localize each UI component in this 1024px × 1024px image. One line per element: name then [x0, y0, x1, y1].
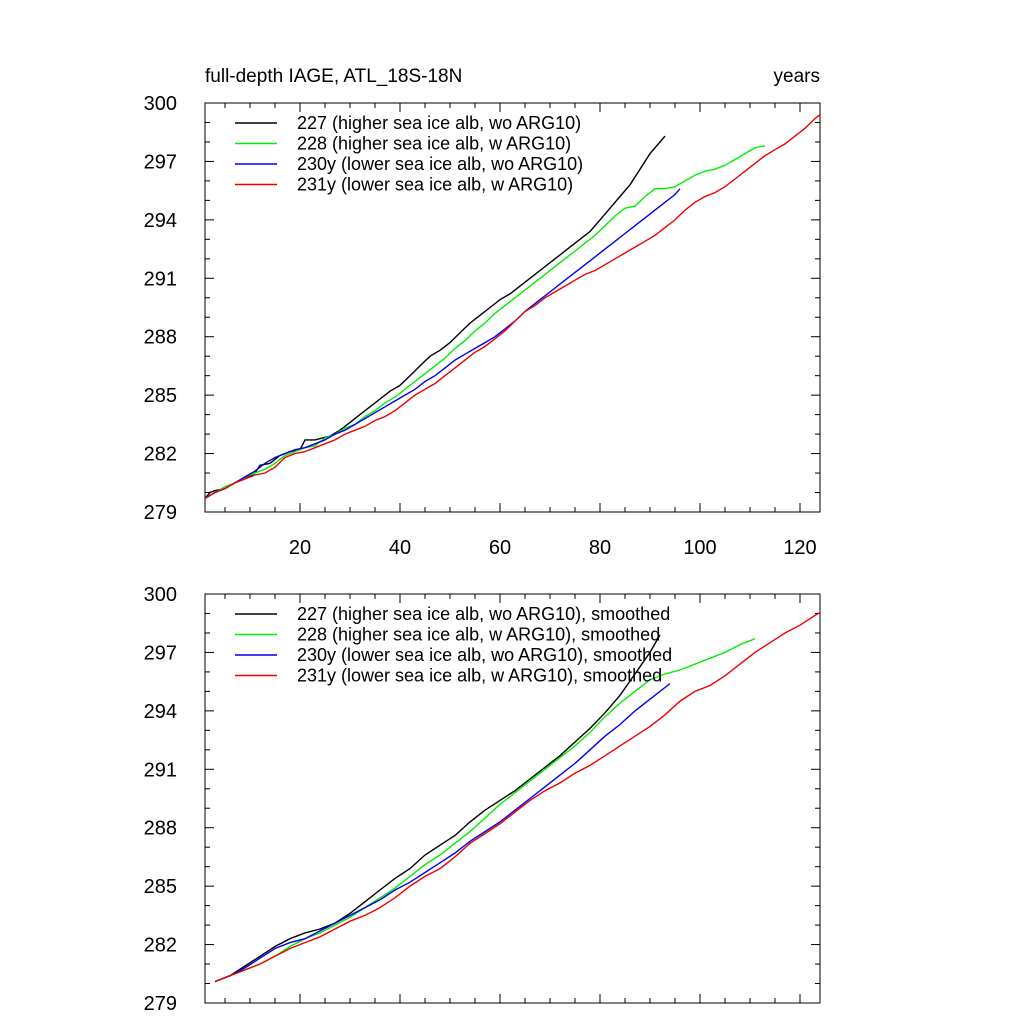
x-tick-label: 120: [783, 537, 816, 559]
chart-title-right: years: [774, 66, 820, 87]
series-line-3: [205, 114, 820, 500]
top-panel: full-depth IAGE, ATL_18S-18N years 279 28…: [144, 66, 821, 559]
legend-label-1: 228 (higher sea ice alb, w ARG10), smoot…: [297, 625, 660, 645]
y-tick-label: 291: [144, 759, 177, 781]
x-tick-label: 100: [683, 537, 716, 559]
legend-label-0: 227 (higher sea ice alb, wo ARG10), smoo…: [297, 604, 670, 624]
y-tick-label: 285: [144, 876, 177, 898]
y-tick-label: 300: [144, 584, 177, 606]
y-tick-label: 297: [144, 642, 177, 664]
series-line-2: [214, 683, 671, 983]
legend-label-0: 227 (higher sea ice alb, wo ARG10): [297, 113, 581, 133]
series-line-2: [205, 188, 681, 500]
legend-label-3: 231y (lower sea ice alb, w ARG10): [297, 175, 573, 195]
x-tick-label: 60: [489, 537, 511, 559]
chart-title-left: full-depth IAGE, ATL_18S-18N: [205, 66, 462, 87]
y-tick-label: 288: [144, 818, 177, 840]
y-tick-label: 300: [144, 93, 177, 115]
plot-frame: [204, 102, 821, 513]
series-line-0: [205, 135, 666, 499]
y-tick-label: 279: [144, 502, 177, 524]
y-tick-label: 294: [144, 210, 177, 232]
y-tick-label: 282: [144, 444, 177, 466]
y-tick-label: 294: [144, 701, 177, 723]
plot-frame: [204, 593, 821, 1004]
legend-label-2: 230y (lower sea ice alb, wo ARG10): [297, 154, 583, 174]
legend-label-3: 231y (lower sea ice alb, w ARG10), smoot…: [297, 666, 662, 686]
series-line-1: [205, 145, 766, 500]
series-line-0: [214, 634, 661, 983]
series-line-3: [214, 611, 820, 983]
legend-label-1: 228 (higher sea ice alb, w ARG10): [297, 134, 571, 154]
x-tick-label: 20: [289, 537, 311, 559]
y-tick-label: 279: [144, 993, 177, 1015]
y-tick-label: 282: [144, 935, 177, 957]
y-tick-label: 285: [144, 385, 177, 407]
y-tick-label: 291: [144, 268, 177, 290]
x-tick-label: 80: [589, 537, 611, 559]
x-tick-label: 40: [389, 537, 411, 559]
y-tick-label: 297: [144, 151, 177, 173]
y-tick-label: 288: [144, 327, 177, 349]
bottom-panel: 279 282 285 288 291 294 297 300 227 (higher sea …: [144, 584, 821, 1015]
legend-label-2: 230y (lower sea ice alb, wo ARG10), smoo…: [297, 645, 672, 665]
